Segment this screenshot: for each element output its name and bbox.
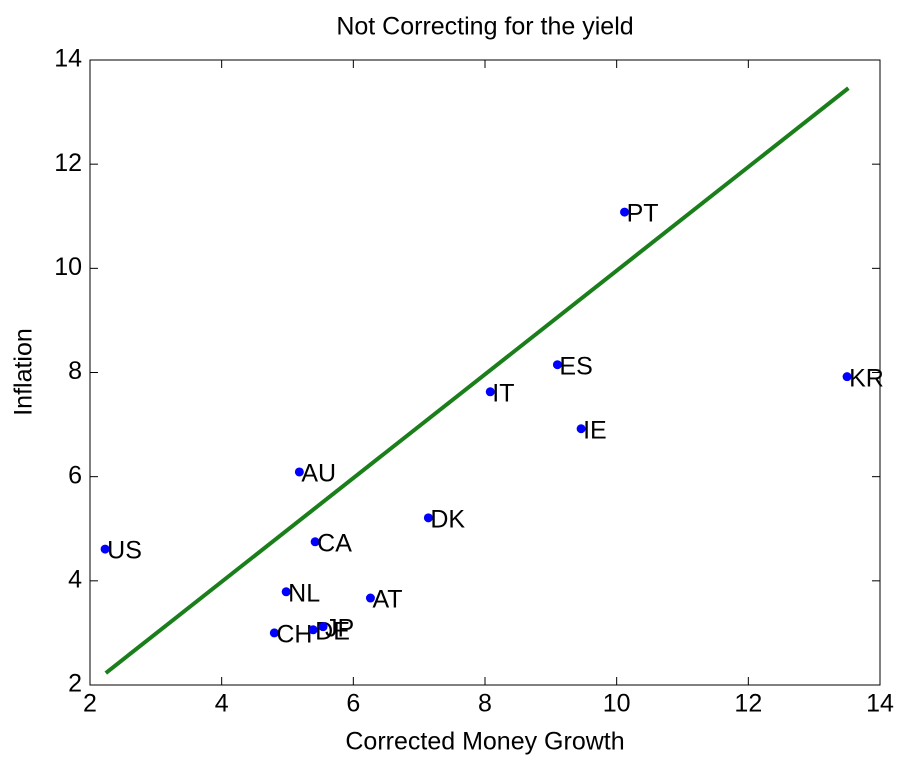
point-label: AU (301, 460, 336, 488)
x-tick-label: 8 (478, 690, 492, 718)
point-label: DK (430, 505, 465, 533)
x-tick-label: 6 (346, 690, 360, 718)
x-tick-label: 2 (83, 690, 97, 718)
point (318, 622, 328, 632)
point-label: PT (627, 200, 659, 228)
point-label: CH (276, 621, 312, 649)
y-tick-label: 6 (68, 461, 82, 489)
point-label: ES (559, 352, 592, 380)
x-tick-label: 10 (603, 690, 631, 718)
point (365, 593, 375, 603)
point (842, 372, 852, 382)
y-tick-label: 14 (54, 45, 82, 73)
fit-line (104, 86, 850, 675)
point-label: JP (325, 614, 354, 642)
point (552, 360, 562, 370)
point (308, 625, 318, 635)
x-tick-label: 14 (866, 690, 894, 718)
point-label: DE (315, 617, 350, 645)
y-tick-label: 8 (68, 357, 82, 385)
y-tick-label: 4 (68, 565, 82, 593)
y-tick-label: 10 (54, 253, 82, 281)
y-tick-label: 12 (54, 149, 82, 177)
chart-title: Not Correcting for the yield (336, 13, 633, 41)
x-tick-label: 12 (734, 690, 762, 718)
point-label: AT (372, 586, 402, 614)
point-label: IE (583, 416, 607, 444)
point (281, 587, 291, 597)
point-label: US (107, 537, 142, 565)
point (485, 387, 495, 397)
x-tick-label: 4 (215, 690, 229, 718)
y-axis-label: Inflation (10, 328, 38, 416)
point (269, 628, 279, 638)
y-tick-label: 2 (68, 670, 82, 698)
point-label: KR (849, 364, 884, 392)
point (100, 544, 110, 554)
x-axis-label: Corrected Money Growth (345, 728, 624, 756)
point (294, 467, 304, 477)
point-label: IT (492, 379, 514, 407)
point-label: CA (317, 529, 352, 557)
point (310, 537, 320, 547)
point (423, 513, 433, 523)
point-label: NL (288, 579, 320, 607)
point (620, 207, 630, 217)
point (576, 424, 586, 434)
